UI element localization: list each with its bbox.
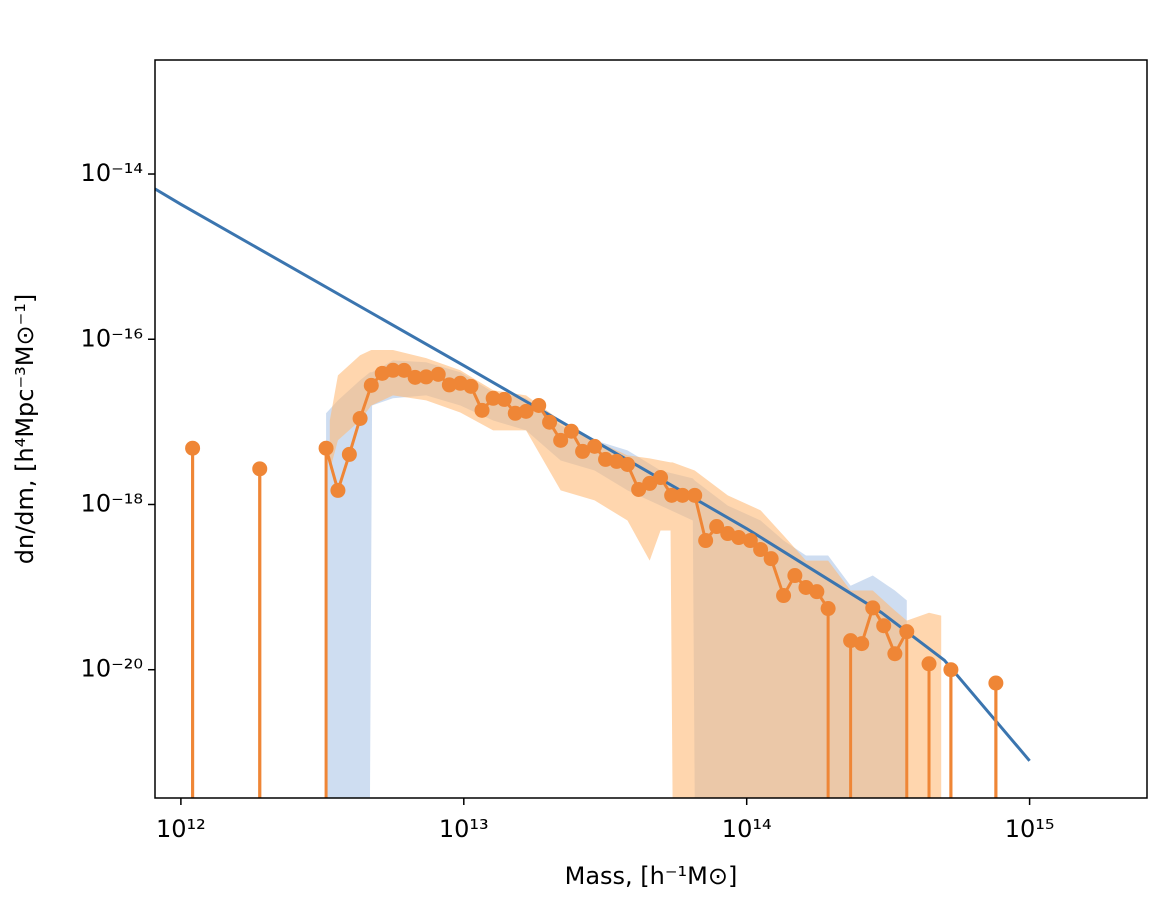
data-point: [252, 461, 268, 477]
data-point: [463, 378, 479, 394]
data-point: [876, 618, 892, 634]
data-point: [330, 482, 346, 498]
data-point: [341, 446, 357, 462]
data-point: [496, 391, 512, 407]
y-tick-label: 10⁻¹⁶: [81, 324, 143, 352]
data-point: [575, 443, 591, 459]
data-point: [709, 519, 725, 535]
data-point: [887, 646, 903, 662]
data-point: [899, 624, 915, 640]
data-point: [664, 487, 680, 503]
data-point: [531, 397, 547, 413]
y-tick-label: 10⁻¹⁸: [81, 489, 143, 517]
data-point: [430, 366, 446, 382]
x-tick-label: 10¹³: [439, 815, 489, 843]
data-point: [385, 362, 401, 378]
data-point: [674, 487, 690, 503]
data-point: [854, 636, 870, 652]
data-point: [318, 440, 334, 456]
x-axis-label: Mass, [h⁻¹M⊙]: [565, 862, 738, 890]
data-point: [363, 377, 379, 393]
data-point: [185, 440, 201, 456]
plot-area: [155, 187, 1031, 798]
y-tick-label: 10⁻²⁰: [81, 655, 143, 683]
y-tick-label: 10⁻¹⁴: [81, 159, 143, 187]
plot-frame: [154, 59, 1148, 799]
data-point: [441, 377, 457, 393]
data-point: [352, 410, 368, 426]
data-point: [653, 470, 669, 486]
data-point: [763, 551, 779, 567]
data-point: [587, 438, 603, 454]
data-point: [943, 662, 959, 678]
data-point: [820, 601, 836, 617]
data-point: [542, 414, 558, 430]
data-point: [698, 533, 714, 549]
data-point: [687, 487, 703, 503]
x-tick-label: 10¹⁵: [1005, 815, 1055, 843]
data-point: [418, 369, 434, 385]
series-line: [155, 187, 1031, 762]
x-tick-label: 10¹⁴: [722, 815, 772, 843]
data-point: [753, 542, 769, 558]
data-point: [485, 390, 501, 406]
data-point: [787, 568, 803, 584]
data-point: [563, 423, 579, 439]
data-point: [518, 403, 534, 419]
data-point: [407, 369, 423, 385]
data-point: [809, 584, 825, 600]
x-tick-label: 10¹²: [156, 815, 206, 843]
data-point: [598, 451, 614, 467]
data-point: [988, 675, 1004, 691]
data-point: [865, 600, 881, 616]
data-point: [553, 432, 569, 448]
data-point: [776, 588, 792, 604]
data-point: [474, 402, 490, 418]
error-band: [329, 350, 942, 798]
data-point: [619, 456, 635, 472]
y-axis-label: dn/dm, [h⁴Mpc⁻³M⊙⁻¹]: [11, 294, 39, 565]
data-point: [731, 530, 747, 546]
data-point: [396, 362, 412, 378]
data-point: [742, 533, 758, 549]
data-point: [921, 656, 937, 672]
data-point: [631, 481, 647, 497]
